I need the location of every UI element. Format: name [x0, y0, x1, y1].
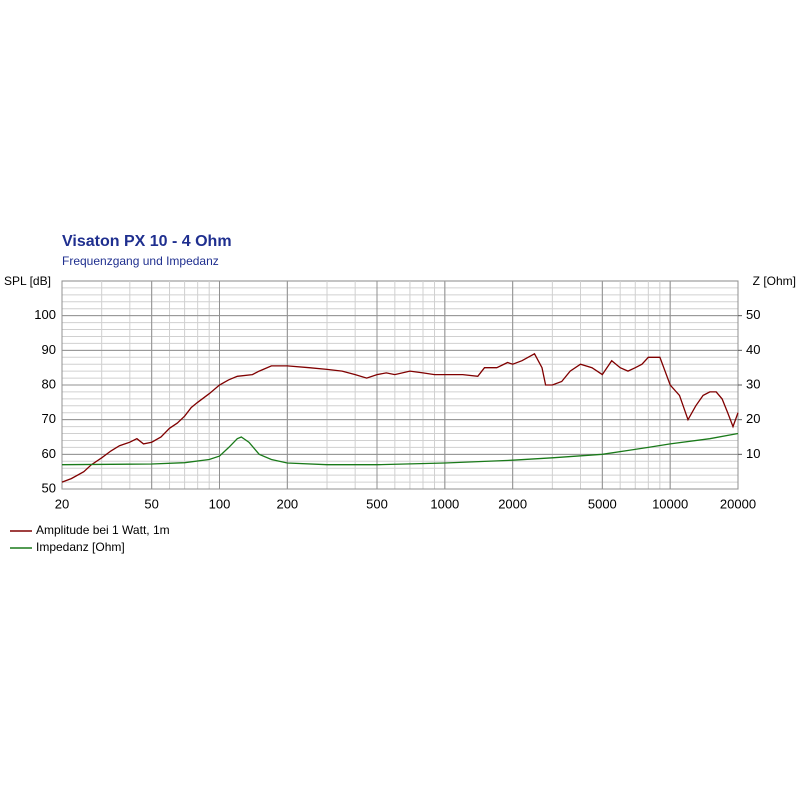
- chart-subtitle: Frequenzgang und Impedanz: [62, 254, 219, 268]
- legend-label: Impedanz [Ohm]: [36, 540, 125, 554]
- x-tick-label: 2000: [498, 496, 527, 511]
- y-tick-label: 60: [42, 446, 56, 461]
- x-tick-label: 5000: [588, 496, 617, 511]
- x-tick-label: 20: [55, 496, 69, 511]
- y2-tick-label: 20: [746, 411, 760, 426]
- series-line: [61, 352, 739, 483]
- y2-tick-label: 10: [746, 446, 760, 461]
- y-tick-label: 100: [34, 307, 56, 322]
- y2-tick-label: 50: [746, 307, 760, 322]
- y2-tick-label: 40: [746, 342, 760, 357]
- series-line: [61, 432, 739, 466]
- y-tick-label: 90: [42, 342, 56, 357]
- x-tick-label: 200: [276, 496, 298, 511]
- y2-axis-label: Z [Ohm]: [753, 274, 796, 288]
- x-tick-label: 20000: [720, 496, 756, 511]
- chart-title: Visaton PX 10 - 4 Ohm: [62, 233, 232, 250]
- y-tick-label: 50: [42, 480, 56, 495]
- y-tick-label: 80: [42, 376, 56, 391]
- x-tick-label: 50: [144, 496, 158, 511]
- y-tick-label: 70: [42, 411, 56, 426]
- x-tick-label: 10000: [652, 496, 688, 511]
- x-tick-label: 1000: [430, 496, 459, 511]
- y-axis-label: SPL [dB]: [4, 274, 51, 288]
- y2-tick-label: 30: [746, 376, 760, 391]
- x-tick-label: 500: [366, 496, 388, 511]
- x-tick-label: 100: [209, 496, 231, 511]
- legend-label: Amplitude bei 1 Watt, 1m: [36, 523, 170, 537]
